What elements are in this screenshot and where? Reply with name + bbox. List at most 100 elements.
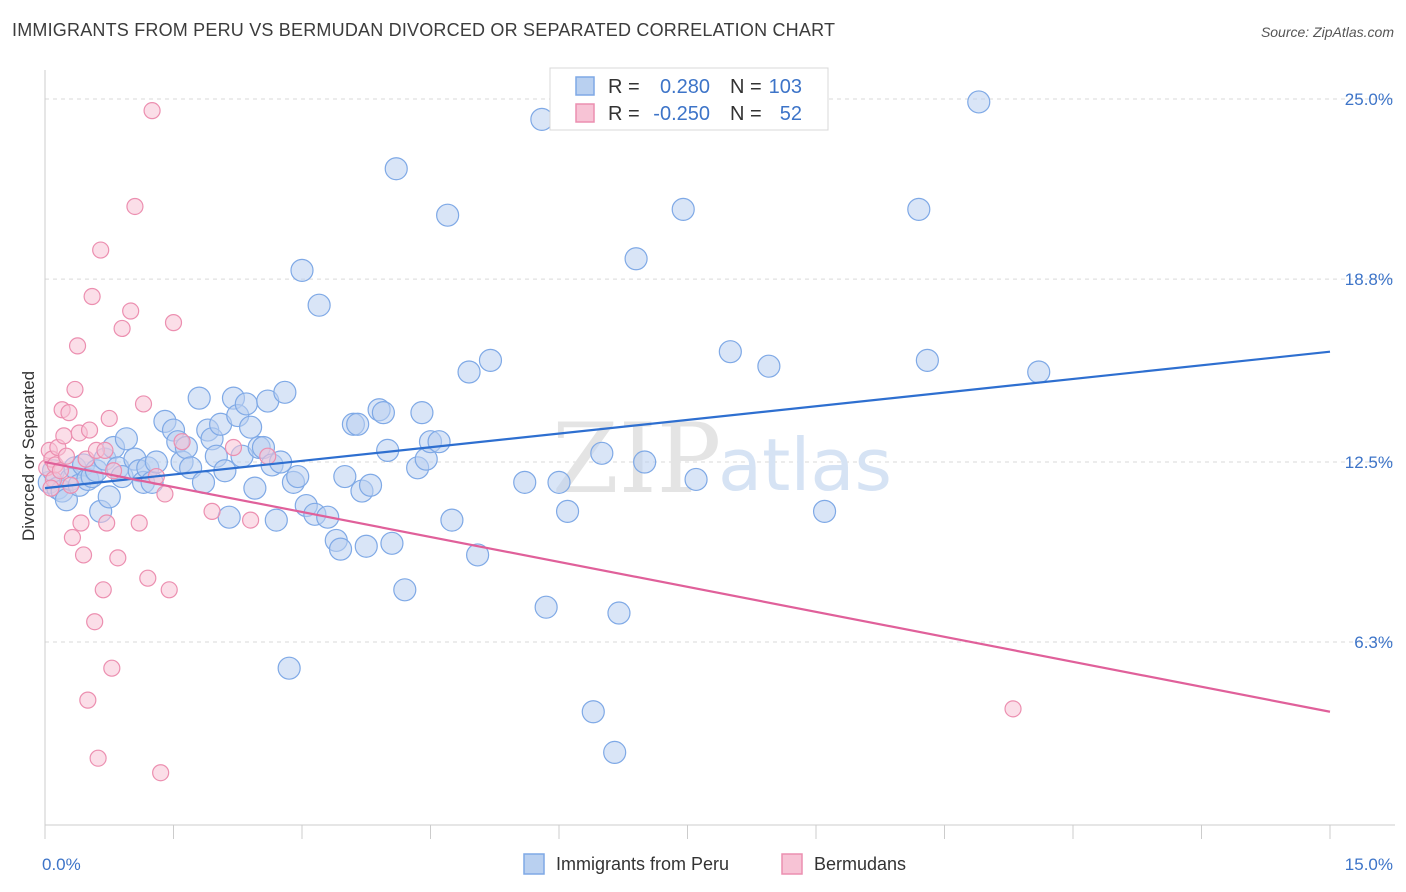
x-tick-label-0: 0.0%	[42, 855, 81, 874]
source-note: Source: ZipAtlas.com	[1260, 24, 1394, 40]
bermudans-point-25	[92, 241, 110, 259]
peru-point-38	[217, 505, 241, 529]
peru-point-103	[1027, 360, 1051, 384]
peru-point-66	[354, 534, 378, 558]
stats-legend-r-label-bermudans: R =	[608, 103, 640, 125]
bottom-legend: Immigrants from Peru Bermudans	[523, 853, 906, 875]
y-tick-label-3: 25.0%	[1345, 90, 1393, 109]
peru-point-43	[239, 415, 263, 439]
peru-point-98	[757, 354, 781, 378]
stats-legend-n-value-bermudans: 52	[780, 103, 802, 125]
y-axis-label: Divorced or Separated	[19, 371, 38, 541]
stats-legend-swatch-bermudans	[575, 103, 595, 123]
peru-point-96	[684, 467, 708, 492]
peru-point-87	[547, 470, 571, 494]
bermudans-point-39	[143, 102, 161, 120]
peru-point-71	[380, 531, 404, 555]
peru-point-92	[607, 601, 631, 625]
peru-point-90	[590, 441, 614, 465]
chart-title: IMMIGRANTS FROM PERU VS BERMUDAN DIVORCE…	[12, 20, 836, 40]
bermudans-point-32	[109, 549, 127, 567]
y-tick-labels: 6.3% 12.5% 18.8% 25.0%	[1345, 90, 1393, 652]
bermudans-point-34	[122, 302, 140, 320]
peru-point-84	[513, 470, 537, 494]
peru-point-78	[427, 430, 451, 454]
peru-point-73	[393, 578, 417, 602]
bermudans-point-10	[60, 404, 78, 422]
peru-point-62	[333, 464, 357, 489]
peru-point-89	[581, 700, 605, 724]
bermudans-point-21	[83, 287, 101, 306]
bermudans-point-38	[139, 569, 157, 587]
y-tick-label-1: 12.5%	[1345, 453, 1393, 472]
stats-legend-n-value-peru: 103	[769, 76, 802, 98]
bermudans-point-20	[80, 421, 99, 439]
peru-point-49	[264, 508, 288, 532]
peru-point-88	[555, 499, 580, 523]
bermudans-point-26	[94, 581, 112, 599]
peru-point-52	[277, 656, 301, 680]
bermudans-point-47	[224, 438, 243, 457]
peru-point-72	[384, 157, 408, 181]
bermudans-point-28	[98, 514, 116, 532]
peru-point-94	[633, 450, 657, 474]
bermudans-point-17	[74, 546, 93, 564]
bermudans-point-41	[152, 764, 170, 782]
bottom-legend-swatch-peru	[523, 853, 545, 875]
x-tick-labels: 0.0% 15.0%	[42, 855, 1393, 874]
peru-point-99	[812, 499, 837, 523]
peru-point-81	[457, 360, 481, 384]
bermudans-point-44	[164, 314, 183, 332]
peru-point-93	[624, 247, 648, 271]
series-peru-points	[37, 90, 1051, 765]
bottom-legend-swatch-bermudans	[781, 853, 803, 875]
bermudans-point-27	[96, 441, 114, 460]
peru-point-100	[907, 197, 931, 221]
bermudans-point-29	[100, 409, 118, 428]
peru-point-31	[187, 386, 211, 410]
peru-point-67	[358, 473, 383, 497]
bermudans-point-48	[242, 511, 260, 529]
bermudans-point-12	[63, 528, 82, 547]
stats-legend-r-label-peru: R =	[608, 76, 640, 98]
bermudans-point-33	[113, 319, 131, 338]
stats-legend-box	[549, 67, 829, 131]
peru-point-14	[97, 485, 121, 509]
bermudans-point-9	[57, 447, 76, 465]
peru-point-42	[234, 392, 258, 416]
stats-legend-swatch-peru	[575, 76, 595, 96]
watermark: ZIP atlas	[552, 403, 892, 515]
peru-point-18	[114, 427, 138, 451]
peru-point-75	[410, 401, 434, 425]
peru-point-61	[328, 537, 353, 561]
bermudans-point-24	[89, 749, 107, 767]
peru-point-44	[243, 476, 267, 500]
bermudans-point-37	[134, 395, 153, 413]
bermudans-point-13	[66, 380, 84, 399]
bermudans-point-50	[1004, 700, 1022, 718]
y-tick-label-0: 6.3%	[1354, 633, 1393, 652]
peru-point-86	[534, 595, 558, 619]
trend-lines	[44, 350, 1331, 713]
stats-legend-r-value-peru: 0.280	[660, 76, 710, 98]
peru-point-101	[915, 348, 939, 372]
peru-point-32	[191, 470, 216, 494]
bottom-legend-label-bermudans: Bermudans	[814, 854, 906, 874]
stats-legend: R = 0.280 N = 103 R = -0.250 N = 52	[549, 67, 829, 131]
peru-point-83	[478, 348, 503, 372]
peru-point-69	[371, 401, 395, 425]
bermudans-point-45	[173, 433, 191, 451]
bermudans-point-49	[259, 447, 277, 465]
bottom-legend-label-peru: Immigrants from Peru	[556, 854, 729, 874]
bermudans-point-30	[103, 659, 121, 677]
peru-point-82	[466, 543, 490, 567]
bermudans-point-46	[203, 502, 221, 520]
peru-point-79	[436, 203, 460, 227]
series-bermudans-points	[38, 102, 1022, 782]
grid-lines	[45, 98, 1395, 643]
bermudans-point-16	[72, 514, 90, 532]
trend-line-peru	[44, 350, 1331, 490]
peru-point-51	[273, 380, 297, 404]
peru-point-55	[290, 258, 314, 282]
